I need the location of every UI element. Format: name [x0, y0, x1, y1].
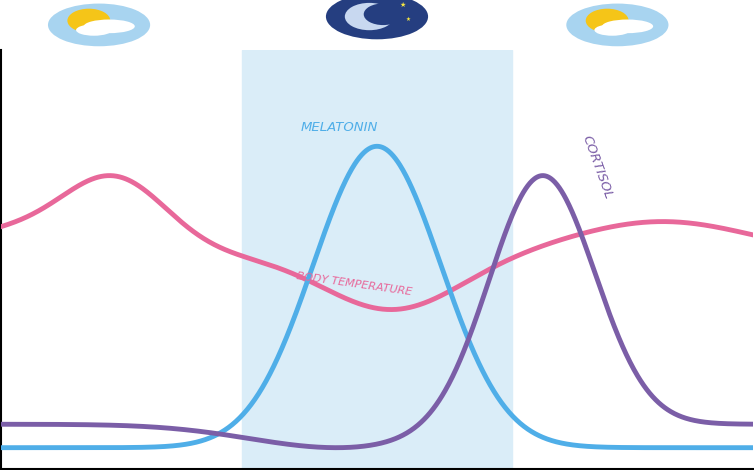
- Text: ★: ★: [400, 1, 406, 8]
- Text: MELATONIN: MELATONIN: [301, 121, 378, 134]
- Bar: [242, 50, 512, 469]
- Ellipse shape: [326, 0, 428, 39]
- Ellipse shape: [76, 24, 112, 36]
- Ellipse shape: [566, 4, 669, 46]
- Text: ★: ★: [405, 17, 410, 22]
- Text: BODY TEMPERATURE: BODY TEMPERATURE: [296, 271, 413, 298]
- Circle shape: [586, 8, 629, 32]
- Ellipse shape: [48, 4, 150, 46]
- Ellipse shape: [602, 20, 653, 33]
- Circle shape: [67, 8, 110, 32]
- Circle shape: [345, 3, 394, 30]
- Ellipse shape: [84, 20, 135, 33]
- Text: CORTISOL: CORTISOL: [580, 133, 615, 201]
- Circle shape: [363, 3, 403, 25]
- Ellipse shape: [594, 24, 630, 36]
